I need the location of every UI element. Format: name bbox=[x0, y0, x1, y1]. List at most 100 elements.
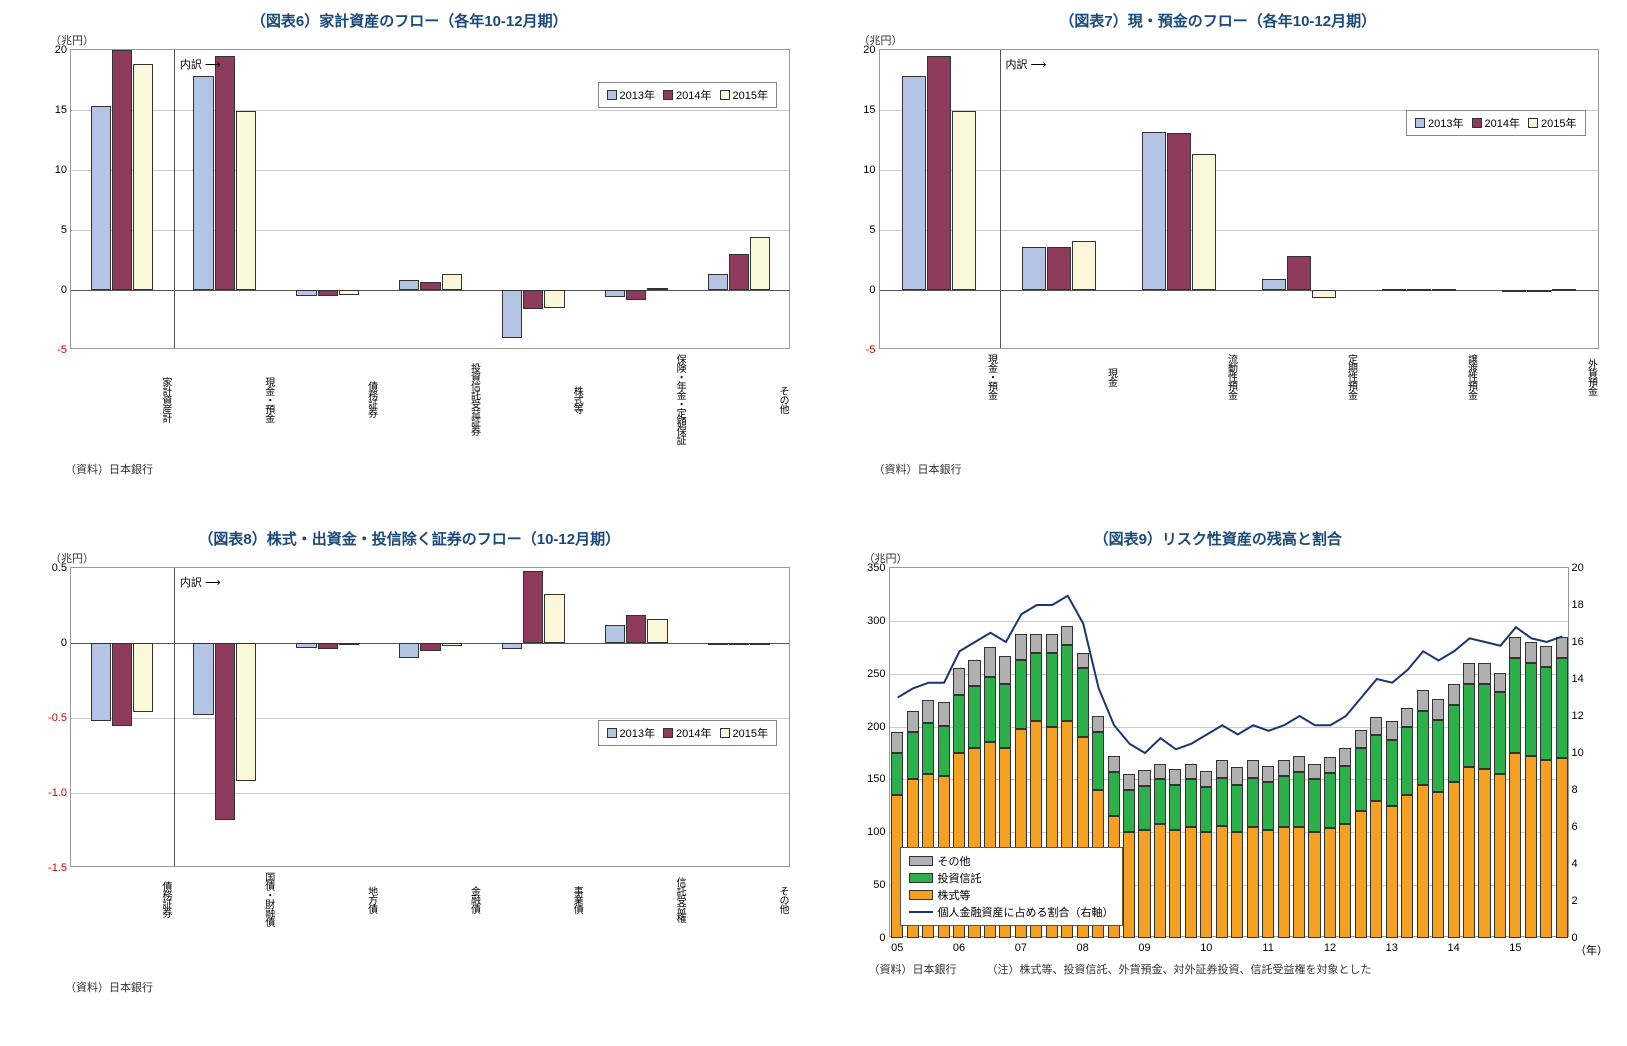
stacked-bar-segment bbox=[907, 711, 919, 732]
bar bbox=[420, 643, 440, 651]
legend: 2013年2014年2015年 bbox=[1406, 110, 1585, 136]
legend-label: その他 bbox=[938, 853, 971, 869]
chart6-panel: （図表6）家計資産のフロー（各年10-12月期）（兆円）-505101520内訳… bbox=[10, 10, 809, 518]
legend-label: 2014年 bbox=[1485, 115, 1520, 131]
stacked-bar-segment bbox=[1247, 760, 1259, 778]
stacked-bar-segment bbox=[1417, 785, 1429, 938]
legend-swatch bbox=[909, 890, 933, 900]
stacked-bar-segment bbox=[1355, 811, 1367, 938]
legend-label: 2013年 bbox=[1428, 115, 1463, 131]
bar bbox=[1072, 241, 1096, 290]
stacked-bar-segment bbox=[938, 702, 950, 725]
stacked-bar-segment bbox=[1262, 830, 1274, 938]
stacked-bar-segment bbox=[1200, 771, 1212, 787]
y-tick-label-right: 6 bbox=[1568, 821, 1578, 833]
stacked-bar-segment bbox=[1293, 827, 1305, 938]
stacked-bar-segment bbox=[968, 660, 980, 686]
bar bbox=[1552, 289, 1576, 291]
y-tick-label: 0.5 bbox=[52, 562, 71, 574]
stacked-bar-segment bbox=[1478, 769, 1490, 938]
legend-swatch bbox=[720, 90, 730, 100]
chart-title: （図表8）株式・出資金・投信除く証券のフロー（10-12月期） bbox=[10, 528, 809, 549]
stacked-bar-segment bbox=[1463, 684, 1475, 766]
chart9-panel: （図表9）リスク性資産の残高と割合（兆円）0501001502002503003… bbox=[819, 528, 1618, 1036]
stacked-bar-segment bbox=[1401, 795, 1413, 938]
stacked-bar-segment bbox=[1030, 634, 1042, 653]
x-year-label: 15 bbox=[1509, 942, 1521, 954]
y-tick-label: 10 bbox=[863, 164, 879, 176]
stacked-bar-segment bbox=[953, 668, 965, 694]
stacked-bar-segment bbox=[1293, 756, 1305, 772]
y-tick-label-left: 150 bbox=[867, 773, 889, 785]
stacked-bar-segment bbox=[1169, 830, 1181, 938]
legend-label: 2013年 bbox=[620, 725, 655, 741]
legend-label: 個人金融資産に占める割合（右軸） bbox=[938, 904, 1114, 920]
bar bbox=[750, 643, 770, 645]
stacked-bar-segment bbox=[1386, 806, 1398, 938]
stacked-bar-segment bbox=[968, 686, 980, 747]
stacked-bar-segment bbox=[1448, 705, 1460, 781]
bar bbox=[605, 290, 625, 297]
legend-label: 2014年 bbox=[676, 725, 711, 741]
legend-item: 投資信託 bbox=[909, 870, 1114, 886]
plot-area: 0501001502002503003500246810121416182005… bbox=[889, 567, 1569, 937]
legend: 2013年2014年2015年 bbox=[598, 82, 777, 108]
stacked-bar-segment bbox=[1200, 832, 1212, 938]
stacked-bar-segment bbox=[938, 726, 950, 777]
stacked-bar-segment bbox=[1108, 756, 1120, 772]
stacked-bar-segment bbox=[1556, 658, 1568, 758]
stacked-bar-segment bbox=[1154, 824, 1166, 938]
stacked-bar-segment bbox=[1448, 782, 1460, 938]
stacked-bar-segment bbox=[922, 723, 934, 774]
stacked-bar-segment bbox=[1556, 637, 1568, 658]
stacked-bar-segment bbox=[922, 700, 934, 723]
bar bbox=[1167, 133, 1191, 290]
y-tick-label-left: 250 bbox=[867, 668, 889, 680]
stacked-bar-segment bbox=[984, 647, 996, 677]
stacked-bar-segment bbox=[1494, 692, 1506, 774]
x-category-label: 現金・預金 bbox=[173, 350, 276, 444]
stacked-bar-segment bbox=[1370, 717, 1382, 735]
bar bbox=[296, 643, 316, 648]
bar bbox=[523, 571, 543, 643]
y-tick-label: 15 bbox=[55, 104, 71, 116]
legend-item: その他 bbox=[909, 853, 1114, 869]
legend-label: 2015年 bbox=[733, 725, 768, 741]
stacked-bar-segment bbox=[1448, 684, 1460, 705]
bar bbox=[502, 290, 522, 338]
y-tick-label-left: 100 bbox=[867, 826, 889, 838]
y-tick-label-left: 350 bbox=[867, 562, 889, 574]
bar bbox=[1432, 289, 1456, 291]
stacked-bar-segment bbox=[1015, 660, 1027, 729]
stacked-bar-segment bbox=[1092, 732, 1104, 790]
y-tick-label-right: 20 bbox=[1568, 562, 1584, 574]
stacked-bar-segment bbox=[1324, 828, 1336, 938]
legend: その他投資信託株式等個人金融資産に占める割合（右軸） bbox=[900, 847, 1123, 926]
stacked-bar-segment bbox=[1216, 760, 1228, 778]
bar bbox=[1527, 290, 1551, 292]
x-category-label: 保険・年金・定額保証 bbox=[584, 350, 687, 444]
stacked-bar-segment bbox=[1386, 721, 1398, 740]
x-category-label: 事業債 bbox=[481, 868, 584, 926]
y-tick-label: -5 bbox=[866, 344, 880, 356]
stacked-bar-segment bbox=[1293, 772, 1305, 827]
stacked-bar-segment bbox=[1401, 727, 1413, 796]
source-note: （資料）日本銀行 bbox=[65, 979, 153, 995]
stacked-bar-segment bbox=[1509, 753, 1521, 938]
stacked-bar-segment bbox=[1308, 779, 1320, 832]
x-year-label: 12 bbox=[1324, 942, 1336, 954]
bar bbox=[318, 643, 338, 649]
stacked-bar-segment bbox=[1200, 787, 1212, 832]
stacked-bar-segment bbox=[1231, 767, 1243, 785]
stacked-bar-segment bbox=[1432, 699, 1444, 720]
x-year-label: 10 bbox=[1200, 942, 1212, 954]
stacked-bar-segment bbox=[1138, 786, 1150, 830]
stacked-bar-segment bbox=[1231, 832, 1243, 938]
stacked-bar-segment bbox=[1339, 824, 1351, 938]
stacked-bar-segment bbox=[1540, 760, 1552, 938]
stacked-bar-segment bbox=[1494, 774, 1506, 938]
bar bbox=[339, 290, 359, 295]
x-category-label: 外貨預金 bbox=[1479, 350, 1599, 399]
stacked-bar-segment bbox=[1123, 832, 1135, 938]
legend-item: 株式等 bbox=[909, 887, 1114, 903]
